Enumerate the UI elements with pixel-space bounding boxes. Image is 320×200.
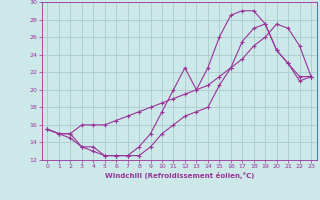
X-axis label: Windchill (Refroidissement éolien,°C): Windchill (Refroidissement éolien,°C)	[105, 172, 254, 179]
